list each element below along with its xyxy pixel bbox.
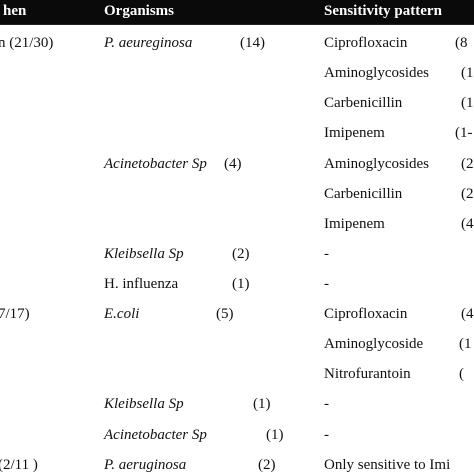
drug-count-cell: (4	[461, 216, 474, 232]
drug-cell: Aminoglycoside	[324, 336, 424, 352]
drug-count-cell: (1	[461, 65, 474, 81]
organism-cell: Acinetobacter Sp	[104, 427, 207, 443]
specimen-cell: n (21/30)	[0, 35, 54, 51]
organism-count-cell: (5)	[216, 306, 234, 322]
organism-cell: H. influenza	[104, 276, 179, 292]
drug-count-cell: (2	[461, 186, 474, 202]
drug-cell: -	[324, 396, 329, 412]
drug-cell: -	[324, 276, 329, 292]
drug-cell: Carbenicillin	[324, 186, 403, 202]
organism-count-cell: (1)	[232, 276, 250, 292]
header-organisms: Organisms	[104, 3, 175, 19]
organism-count-cell: (2)	[258, 457, 276, 473]
organism-count-cell: (1)	[266, 427, 284, 443]
drug-count-cell: (1	[461, 95, 474, 111]
drug-cell: Carbenicillin	[324, 95, 403, 111]
drug-cell: Aminoglycosides	[324, 156, 429, 172]
organism-cell: P. aeureginosa	[104, 35, 193, 51]
drug-count-cell: (1-	[455, 125, 473, 141]
drug-cell: Aminoglycosides	[324, 65, 429, 81]
drug-cell: Imipenem	[324, 125, 385, 141]
organism-count-cell: (1)	[253, 396, 271, 412]
drug-cell: Nitrofurantoin	[324, 366, 411, 382]
drug-cell: Imipenem	[324, 216, 385, 232]
organism-cell: Acinetobacter Sp	[104, 156, 207, 172]
drug-count-cell: (	[459, 366, 464, 382]
drug-cell: Ciprofloxacin	[324, 306, 408, 322]
header-rule	[0, 24, 474, 25]
organism-count-cell: (14)	[240, 35, 265, 51]
organism-cell: Kleibsella Sp	[104, 246, 184, 262]
specimen-cell: (2/11 )	[0, 457, 38, 473]
specimen-cell: 7/17)	[0, 306, 30, 322]
drug-count-cell: (8	[455, 35, 468, 51]
organism-count-cell: (2)	[232, 246, 250, 262]
header-specimen: hen	[3, 3, 27, 19]
drug-count-cell: (2	[461, 156, 474, 172]
header-sensitivity: Sensitivity pattern	[324, 3, 442, 19]
organism-cell: E.coli	[104, 306, 140, 322]
drug-cell: Ciprofloxacin	[324, 35, 408, 51]
drug-cell: Only sensitive to Imi	[324, 457, 451, 473]
drug-count-cell: (1	[459, 336, 472, 352]
drug-cell: -	[324, 246, 329, 262]
organism-cell: P. aeruginosa	[104, 457, 187, 473]
drug-count-cell: (4	[461, 306, 474, 322]
drug-cell: -	[324, 427, 329, 443]
organism-cell: Kleibsella Sp	[104, 396, 184, 412]
table-header: hen Organisms Sensitivity pattern	[0, 0, 474, 24]
organism-count-cell: (4)	[224, 156, 242, 172]
